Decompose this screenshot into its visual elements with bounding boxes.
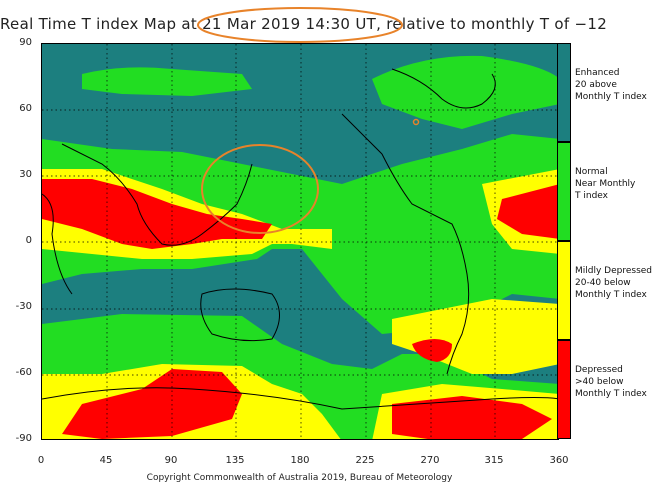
coastline-africa xyxy=(42,193,73,295)
legend-swatch-enhanced xyxy=(557,43,571,142)
x-tick-label: 225 xyxy=(355,455,375,466)
legend-text: >40 below xyxy=(575,377,624,387)
t-index-map-svg xyxy=(42,44,558,439)
depressed-zone-south-asia xyxy=(42,179,272,249)
depressed-zone-south-pacific xyxy=(392,396,552,439)
orange-marker xyxy=(412,118,420,126)
coastline-asia xyxy=(61,143,253,246)
depressed-zone-north-atlantic xyxy=(497,184,558,239)
copyright-text: Copyright Commonwealth of Australia 2019… xyxy=(146,473,453,483)
legend-item-normal: Normal Near Monthly T index xyxy=(557,142,653,241)
t-index-map xyxy=(41,43,559,440)
legend-text: 20-40 below xyxy=(575,278,631,288)
depressed-zone-south-america xyxy=(412,339,452,362)
legend-swatch-normal xyxy=(557,142,571,241)
x-tick-label: 315 xyxy=(484,455,504,466)
legend-swatch-mildly-depressed xyxy=(557,241,571,340)
legend-text: Monthly T index xyxy=(575,92,647,102)
y-tick-label: 90 xyxy=(19,37,32,48)
legend-swatch-depressed xyxy=(557,340,571,439)
y-tick-label: 30 xyxy=(19,169,32,180)
coastline-greenland xyxy=(391,68,496,109)
x-tick-label: 0 xyxy=(37,455,45,466)
annotation-circle-timestamp xyxy=(197,7,403,43)
x-tick-label: 45 xyxy=(99,455,113,466)
y-tick-label: -90 xyxy=(15,433,32,444)
legend-item-depressed: Depressed >40 below Monthly T index xyxy=(557,340,653,439)
legend-text: T index xyxy=(575,191,608,201)
map-title: Real Time T index Map at 21 Mar 2019 14:… xyxy=(0,15,608,33)
legend-text: Normal xyxy=(575,167,608,177)
y-tick-label: 0 xyxy=(25,235,32,246)
y-tick-label: 60 xyxy=(19,103,32,114)
coastline-americas xyxy=(341,113,470,375)
legend-text: Monthly T index xyxy=(575,290,647,300)
legend-text: Monthly T index xyxy=(575,389,647,399)
x-tick-label: 270 xyxy=(420,455,440,466)
legend-text: Depressed xyxy=(575,365,623,375)
coastline-australia xyxy=(200,288,280,342)
x-tick-label: 135 xyxy=(225,455,245,466)
legend-item-enhanced: Enhanced 20 above Monthly T index xyxy=(557,43,653,142)
annotation-circle-region xyxy=(201,144,319,234)
legend-text: Enhanced xyxy=(575,68,620,78)
x-tick-label: 180 xyxy=(290,455,310,466)
normal-zone-north-america xyxy=(372,55,558,129)
legend-text: Near Monthly xyxy=(575,179,636,189)
gridlines xyxy=(42,44,558,439)
x-tick-label: 360 xyxy=(549,455,569,466)
legend: Enhanced 20 above Monthly T index Normal… xyxy=(557,43,653,440)
normal-zone-north-asia xyxy=(82,67,252,96)
annotation-timestamp-ellipse xyxy=(197,7,403,43)
legend-item-mildly-depressed: Mildly Depressed 20-40 below Monthly T i… xyxy=(557,241,653,340)
y-tick-label: -30 xyxy=(15,301,32,312)
y-tick-label: -60 xyxy=(15,367,32,378)
coastline-antarctica xyxy=(42,387,558,410)
legend-text: Mildly Depressed xyxy=(575,266,653,276)
legend-text: 20 above xyxy=(575,80,617,90)
depressed-zone-antarctic xyxy=(62,369,242,439)
coastlines xyxy=(42,68,558,410)
x-tick-label: 90 xyxy=(164,455,178,466)
